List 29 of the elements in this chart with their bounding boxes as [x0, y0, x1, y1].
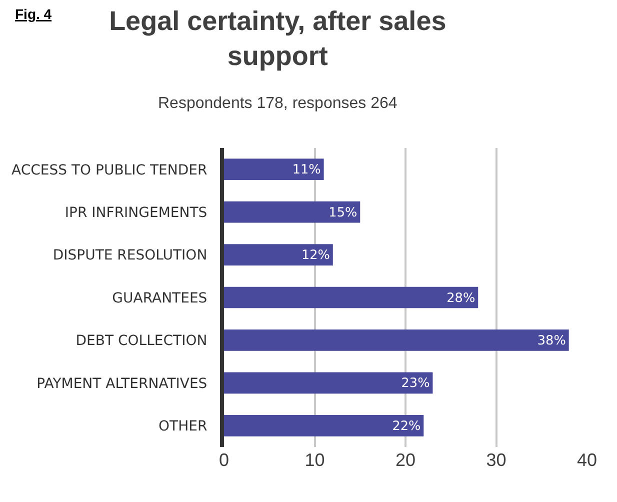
data-label: 11% — [292, 162, 321, 178]
y-tick-label: IPR INFRINGEMENTS — [64, 204, 208, 221]
data-label: 15% — [328, 205, 358, 220]
x-tick-label: 30 — [486, 450, 506, 470]
bar — [224, 201, 360, 223]
y-tick-label: GUARANTEES — [112, 290, 208, 306]
x-tick-label: 20 — [395, 450, 416, 470]
x-tick-label: 10 — [304, 450, 325, 470]
chart-subtitle: Respondents 178, responses 264 — [158, 95, 398, 112]
bar — [224, 414, 424, 436]
bar — [224, 330, 569, 351]
y-tick-label: ACCESS TO PUBLIC TENDER — [12, 162, 208, 178]
data-label: 28% — [446, 290, 476, 306]
caption: Fig. 4 — [15, 6, 52, 22]
data-label: 38% — [537, 333, 566, 348]
data-label: 12% — [301, 248, 330, 264]
bar — [224, 372, 433, 394]
x-tick-label: 40 — [576, 450, 598, 470]
bar — [224, 158, 324, 180]
bar — [224, 286, 478, 308]
bar — [224, 244, 333, 266]
y-tick-label: OTHER — [158, 418, 208, 435]
chart-title: Legal certainty, after sales support — [109, 6, 446, 72]
y-tick-label: DISPUTE RESOLUTION — [52, 248, 208, 264]
y-tick-label: DEBT COLLECTION — [76, 333, 208, 350]
x-tick-label: 0 — [218, 450, 230, 470]
data-label: 23% — [401, 376, 430, 392]
data-label: 22% — [392, 418, 421, 434]
y-tick-label: PAYMENT ALTERNATIVES — [36, 376, 208, 392]
